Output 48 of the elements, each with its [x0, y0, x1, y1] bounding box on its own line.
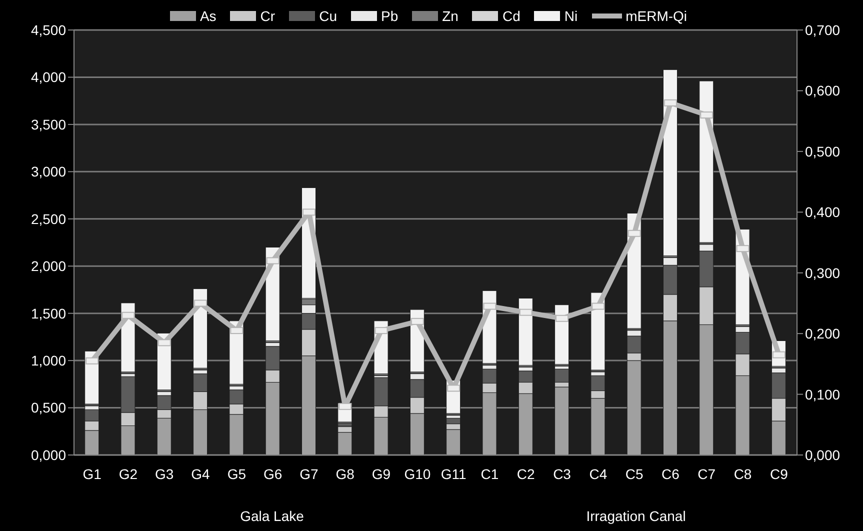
x-tick-label: G3 [155, 466, 174, 482]
text: Irragation Canal [585, 508, 687, 524]
legend-label: Ni [564, 8, 578, 24]
x-tick-label: G6 [263, 466, 282, 482]
y-tick-label: 0,500 [30, 400, 66, 416]
x-tick-label: C9 [770, 466, 788, 482]
x-tick-label: G10 [404, 466, 431, 482]
y2-tick-label: 0,600 [805, 82, 840, 99]
y-tick-label: 1,500 [30, 305, 66, 322]
x-tick-label: G5 [227, 466, 246, 482]
x-tick-label: C6 [662, 466, 680, 482]
x-tick-label: G7 [300, 466, 319, 482]
y-tick-label: 3,000 [30, 164, 66, 180]
x-tick-label: C4 [589, 466, 608, 482]
x-tick-label: C8 [734, 466, 752, 482]
legend-label: Cd [502, 8, 520, 24]
x-tick-label: C5 [625, 466, 644, 482]
x-tick-label: G11 [440, 466, 466, 482]
y2-tick-label: 0,300 [805, 264, 840, 281]
x-tick-label: G4 [191, 466, 210, 482]
y-tick-label: 2,500 [30, 210, 66, 227]
y2-tick-label: 0,000 [805, 446, 840, 463]
y2-tick-label: 0,500 [805, 143, 840, 160]
y-tick-label: 3,500 [30, 116, 66, 132]
legend-label: As [200, 8, 216, 24]
legend-label: Zn [442, 8, 458, 24]
y-tick-label: 2,000 [30, 258, 66, 274]
y-tick-label: 4,500 [30, 22, 66, 38]
x-tick-label: G8 [336, 466, 355, 482]
x-tick-label: C2 [516, 466, 536, 482]
legend-label: Cu [319, 8, 337, 24]
x-tick-label: G2 [118, 466, 138, 482]
x-tick-label: G9 [372, 466, 391, 482]
x-tick-label: C1 [480, 466, 499, 482]
y-tick-label: 0,000 [30, 446, 66, 463]
y2-tick-label: 0,400 [805, 204, 840, 220]
text: Gala Lake [239, 508, 305, 524]
x-tick-label: C3 [553, 466, 572, 482]
y2-tick-label: 0,200 [805, 326, 840, 342]
legend-label: Pb [380, 8, 398, 24]
legend-label: mERM-Qi [626, 8, 688, 24]
y-tick-label: 4,000 [30, 69, 66, 86]
y2-tick-label: 0,100 [805, 386, 840, 402]
y2-tick-label: 0,700 [805, 22, 840, 38]
x-tick-label: G1 [82, 466, 102, 482]
y-tick-label: 1,000 [30, 352, 66, 369]
x-tick-label: C7 [698, 466, 716, 482]
legend-label: Cr [260, 8, 276, 24]
